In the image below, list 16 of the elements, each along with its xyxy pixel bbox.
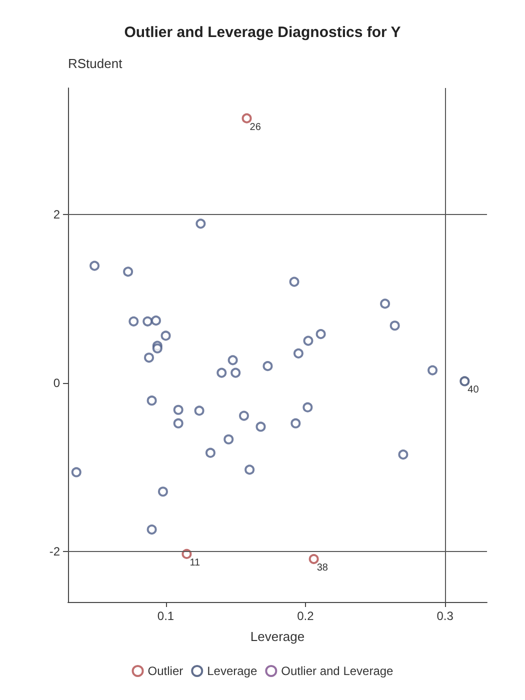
y-axis-title: RStudent <box>68 56 123 71</box>
annotation: 11 <box>190 557 201 568</box>
annotation: 26 <box>250 122 262 133</box>
x-tick-label: 0.2 <box>297 609 314 623</box>
chart-title: Outlier and Leverage Diagnostics for Y <box>124 24 401 41</box>
x-tick-label: 0.1 <box>157 609 174 623</box>
y-tick-label: 2 <box>53 207 60 222</box>
x-tick-label: 0.3 <box>436 609 454 623</box>
y-tick-label: 0 <box>53 376 60 390</box>
legend-label: Outlier <box>148 664 184 678</box>
y-tick-label: -2 <box>49 544 60 558</box>
legend-label: Leverage <box>207 664 258 678</box>
annotation: 38 <box>316 562 328 574</box>
legend-label: Outlier and Leverage <box>281 664 394 678</box>
annotation: 40 <box>468 384 480 396</box>
x-axis-title: Leverage <box>250 629 305 644</box>
